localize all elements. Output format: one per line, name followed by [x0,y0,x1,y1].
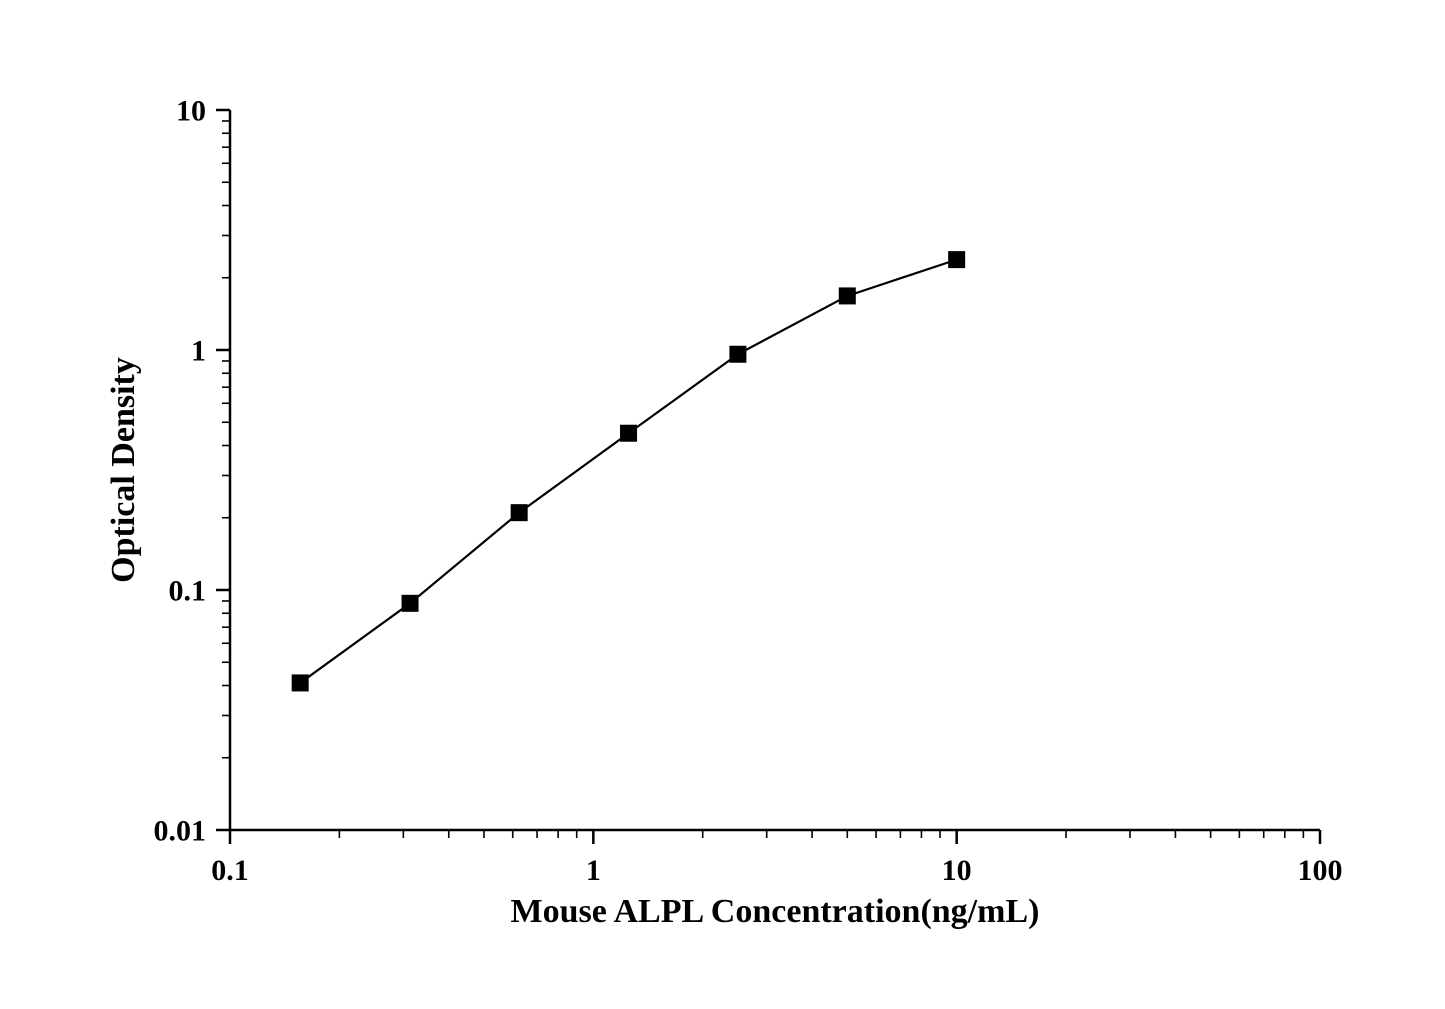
data-point-marker [511,505,527,521]
x-axis-label: Mouse ALPL Concentration(ng/mL) [511,893,1040,930]
y-tick-label: 1 [191,335,206,368]
y-axis-label: Optical Density [105,357,142,583]
y-tick-label: 10 [176,95,206,128]
y-tick-label: 0.01 [154,815,207,848]
data-point-marker [621,425,637,441]
data-point-marker [402,595,418,611]
x-tick-label: 1 [586,854,601,887]
data-point-marker [730,346,746,362]
data-point-marker [292,675,308,691]
x-tick-label: 0.1 [211,854,249,887]
y-tick-label: 0.1 [169,575,207,608]
x-tick-label: 10 [942,854,972,887]
data-point-marker [839,288,855,304]
chart-svg: 0.11101000.010.1110Mouse ALPL Concentrat… [0,0,1445,1009]
data-point-marker [949,252,965,268]
x-tick-label: 100 [1298,854,1343,887]
chart-container: 0.11101000.010.1110Mouse ALPL Concentrat… [0,0,1445,1009]
